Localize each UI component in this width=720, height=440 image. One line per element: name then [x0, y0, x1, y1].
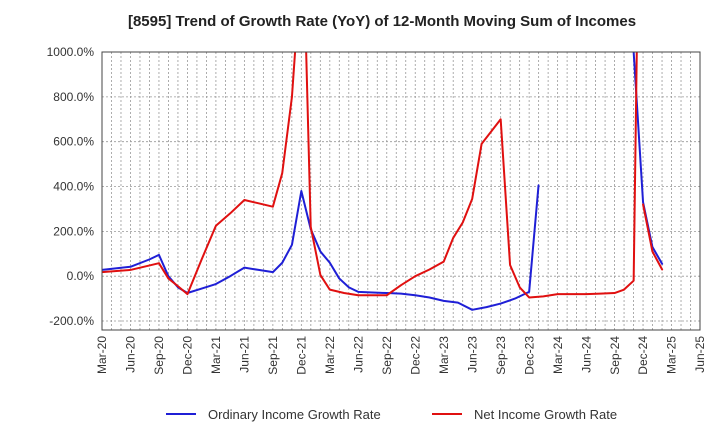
- y-tick-label: 0.0%: [67, 269, 95, 283]
- x-tick-label: Mar-22: [323, 336, 337, 374]
- y-tick-label: 400.0%: [53, 180, 94, 194]
- y-tick-label: 800.0%: [53, 90, 94, 104]
- x-tick-label: Dec-23: [522, 336, 536, 375]
- legend-label-0: Ordinary Income Growth Rate: [208, 407, 381, 422]
- x-tick-label: Mar-25: [665, 336, 679, 374]
- series-group-1: [102, 52, 664, 299]
- x-tick-label: Dec-20: [181, 336, 195, 375]
- chart-title: [8595] Trend of Growth Rate (YoY) of 12-…: [128, 13, 636, 30]
- x-tick-label: Sep-24: [608, 336, 622, 375]
- x-tick-label: Mar-24: [551, 336, 565, 374]
- y-tick-label: 600.0%: [53, 135, 94, 149]
- x-tick-label: Dec-22: [408, 336, 422, 375]
- plot-area: -200.0% 0.0% 200.0% 400.0% 600.0% 800.0% 1000.…: [47, 45, 708, 375]
- series-line-1: [642, 203, 664, 271]
- y-tick-label: -200.0%: [49, 314, 94, 328]
- plot-background: [102, 52, 700, 330]
- x-tick-label: Sep-22: [380, 336, 394, 375]
- y-tick-label: 200.0%: [53, 224, 94, 238]
- series-line-1: [305, 52, 638, 299]
- x-tick-label: Sep-20: [152, 336, 166, 375]
- x-tick-label: Jun-23: [465, 336, 479, 373]
- x-tick-label: Mar-21: [209, 336, 223, 374]
- plot-frame: [101, 51, 701, 331]
- x-tick-label: Dec-21: [295, 336, 309, 375]
- x-tick-label: Jun-24: [579, 336, 593, 373]
- x-tick-label: Mar-20: [95, 336, 109, 374]
- x-tick-label: Sep-23: [494, 336, 508, 375]
- x-tick-label: Sep-21: [266, 336, 280, 375]
- x-tick-label: Mar-23: [437, 336, 451, 374]
- x-tick-label: Jun-25: [693, 336, 707, 373]
- series-line-1: [102, 52, 297, 296]
- x-tick-label: Dec-24: [636, 336, 650, 375]
- legend: Ordinary Income Growth Rate Net Income Gr…: [166, 407, 617, 422]
- x-tick-label: Jun-21: [238, 336, 252, 373]
- x-tick-label: Jun-20: [124, 336, 138, 373]
- y-tick-label: 1000.0%: [47, 45, 95, 59]
- legend-label-1: Net Income Growth Rate: [474, 407, 617, 422]
- x-tick-label: Jun-22: [351, 336, 365, 373]
